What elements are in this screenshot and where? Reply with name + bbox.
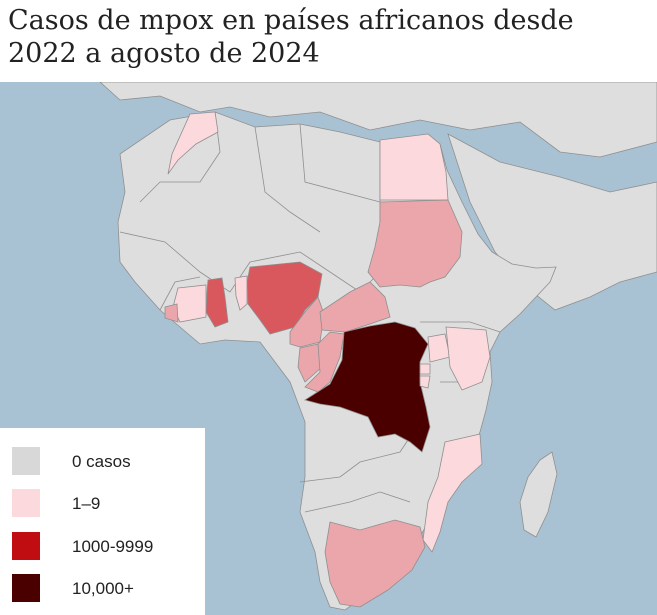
legend-swatch	[12, 447, 40, 475]
country-rwanda[interactable]	[419, 363, 431, 375]
country-benin[interactable]	[234, 275, 248, 311]
europe-landmass	[99, 82, 657, 158]
country-mozambique[interactable]	[422, 433, 483, 553]
legend-swatch	[12, 574, 40, 602]
country-gabon[interactable]	[297, 343, 323, 383]
legend-swatch	[12, 489, 40, 517]
country-cote-divoire[interactable]	[172, 284, 207, 323]
legend-label: 1000-9999	[72, 537, 154, 556]
legend-label: 0 casos	[72, 452, 131, 471]
legend-item-10000-plus: 10,000+	[12, 574, 202, 602]
legend-item-0-cases: 0 casos	[12, 447, 202, 475]
country-congo[interactable]	[304, 331, 345, 393]
country-ghana[interactable]	[205, 277, 229, 328]
map-title: Casos de mpox en países africanos desde …	[8, 5, 574, 69]
country-burundi[interactable]	[419, 375, 431, 389]
country-liberia[interactable]	[164, 303, 179, 323]
country-car[interactable]	[319, 281, 391, 333]
highlighted-countries	[164, 111, 491, 608]
country-sudan[interactable]	[367, 199, 463, 288]
madagascar	[519, 451, 558, 538]
legend-item-1-9: 1–9	[12, 489, 202, 517]
country-egypt[interactable]	[379, 133, 449, 201]
legend-item-1000-9999: 1000-9999	[12, 532, 202, 560]
legend-swatch	[12, 532, 40, 560]
arabian-peninsula	[447, 133, 657, 311]
country-south-africa[interactable]	[324, 519, 426, 608]
country-morocco[interactable]	[167, 111, 219, 175]
legend-label: 1–9	[72, 494, 101, 513]
country-kenya[interactable]	[445, 326, 491, 391]
legend-label: 10,000+	[72, 579, 134, 598]
country-drc[interactable]	[304, 321, 431, 453]
